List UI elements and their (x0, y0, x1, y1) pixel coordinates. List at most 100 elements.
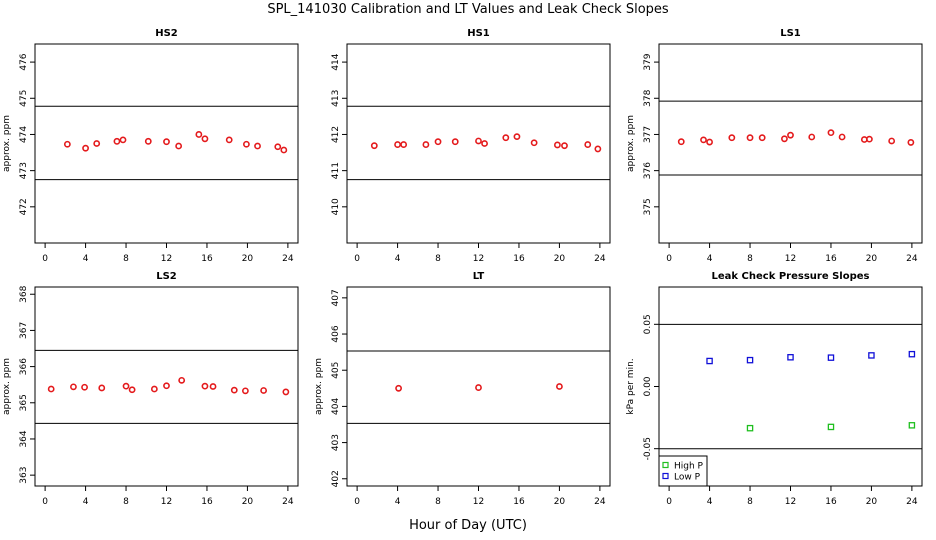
data-point (866, 135, 873, 143)
y-tick-label: 375 (643, 198, 653, 215)
x-tick-label: 20 (866, 497, 878, 507)
y-tick-label: 365 (19, 394, 29, 411)
data-point (888, 137, 896, 145)
data-point (554, 141, 561, 149)
x-tick-label: 4 (395, 497, 401, 507)
data-point (201, 135, 209, 143)
x-tick-label: 0 (42, 497, 48, 507)
data-point (502, 134, 510, 142)
x-tick-label: 24 (282, 497, 294, 507)
data-point (781, 135, 788, 143)
data-point (434, 138, 442, 146)
x-tick-label: 12 (473, 497, 484, 507)
data-point (787, 354, 794, 361)
y-tick-label: 410 (331, 198, 341, 215)
y-tick-label: 411 (331, 162, 341, 179)
data-point (201, 382, 209, 390)
legend-label: High P (674, 462, 704, 472)
panel-title: HS1 (467, 28, 490, 39)
x-tick-label: 24 (906, 254, 918, 264)
x-tick-label: 16 (513, 497, 525, 507)
x-tick-label: 8 (123, 254, 129, 264)
data-point (700, 136, 707, 144)
x-tick-label: 4 (707, 254, 713, 264)
data-point (827, 423, 835, 431)
x-tick-label: 20 (866, 254, 878, 264)
data-point (209, 383, 217, 390)
x-tick-label: 4 (83, 254, 89, 264)
x-tick-label: 0 (354, 497, 360, 507)
data-point (241, 387, 249, 395)
data-point (282, 388, 290, 396)
data-point (280, 146, 288, 154)
y-tick-label: 378 (643, 89, 653, 106)
data-point (274, 143, 282, 151)
x-tick-label: 8 (123, 497, 129, 507)
data-point (451, 138, 459, 146)
x-tick-label: 4 (83, 497, 89, 507)
data-point (787, 131, 794, 139)
data-point (908, 350, 916, 358)
data-point (513, 133, 521, 141)
x-tick-label: 0 (42, 254, 48, 264)
data-point (475, 384, 482, 391)
panel-4: LS2 approx. ppm 0 4 8 12 16 20 24 363 364 365 366 367… (2, 271, 299, 507)
data-point (254, 142, 261, 150)
data-point (728, 134, 736, 142)
data-point (395, 384, 402, 392)
data-point (475, 137, 482, 145)
y-tick-label: 366 (19, 358, 29, 375)
y-axis-label: approx. ppm (2, 115, 12, 172)
x-tick-label: 12 (785, 254, 796, 264)
data-point (70, 383, 77, 391)
y-axis-label: kPa per min. (626, 358, 636, 414)
data-point (706, 138, 713, 146)
y-tick-label: 476 (19, 53, 29, 70)
data-point (808, 133, 816, 141)
data-point (370, 142, 378, 150)
data-point (827, 354, 835, 361)
x-tick-label: 0 (354, 254, 360, 264)
x-tick-label: 0 (666, 497, 672, 507)
legend-label: Low P (674, 473, 701, 483)
plot-frame (346, 286, 611, 487)
data-point (150, 385, 158, 393)
x-tick-label: 24 (282, 254, 294, 264)
y-tick-label: -0.05 (643, 437, 653, 460)
x-tick-label: 20 (554, 254, 566, 264)
data-point (530, 139, 538, 147)
data-point (82, 144, 89, 152)
y-tick-label: 0.05 (643, 314, 653, 334)
x-tick-label: 20 (242, 254, 254, 264)
x-tick-label: 16 (201, 497, 213, 507)
x-tick-label: 12 (785, 497, 796, 507)
data-point (758, 134, 766, 142)
panel-title: LS2 (156, 271, 177, 282)
y-tick-label: 377 (643, 126, 653, 143)
panel-2: HS1 0 4 8 12 16 20 24 410 411 412 413 414 (331, 28, 611, 264)
y-tick-label: 367 (19, 322, 29, 339)
x-tick-label: 12 (161, 497, 172, 507)
data-point (907, 139, 915, 146)
legend-marker (662, 461, 669, 469)
data-point (594, 145, 602, 153)
data-point (144, 137, 152, 145)
x-tick-label: 0 (666, 254, 672, 264)
y-tick-label: 403 (331, 434, 341, 451)
panel-5: LT approx. ppm 0 4 8 12 16 20 24 402 403 404 405 406 4… (314, 271, 611, 507)
x-tick-label: 8 (435, 497, 441, 507)
data-point (81, 383, 88, 391)
x-tick-label: 20 (242, 497, 254, 507)
x-tick-label: 4 (395, 254, 401, 264)
y-tick-label: 473 (19, 162, 29, 179)
data-point (481, 140, 488, 147)
figure-title: SPL_141030 Calibration and LT Values and… (267, 2, 669, 17)
y-tick-label: 405 (331, 362, 341, 379)
x-tick-label: 16 (825, 254, 837, 264)
x-axis-label: Hour of Day (UTC) (409, 518, 527, 533)
y-axis-label: approx. ppm (314, 358, 324, 415)
panel-title: Leak Check Pressure Slopes (712, 271, 870, 282)
y-tick-label: 368 (19, 285, 29, 302)
